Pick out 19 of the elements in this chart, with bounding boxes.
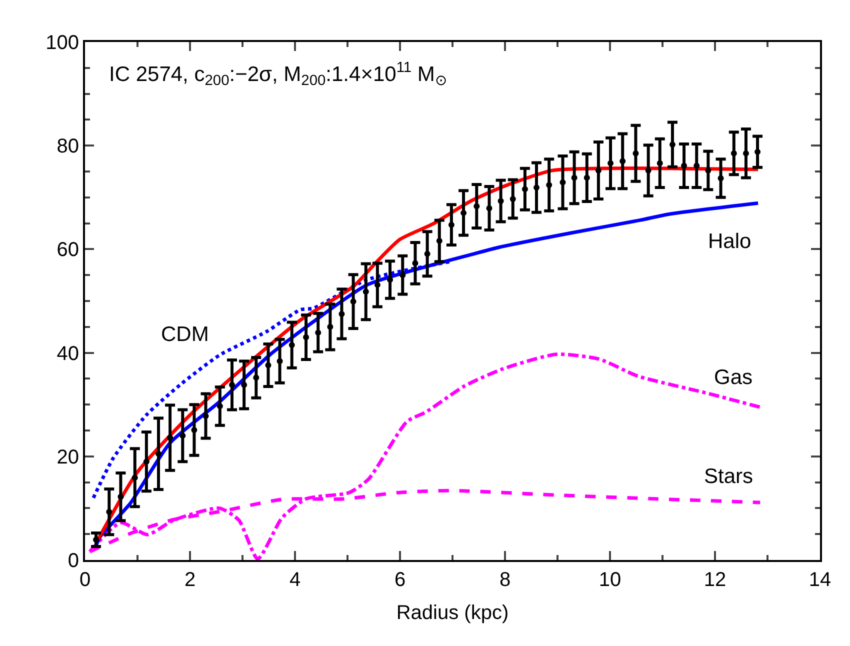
y-tick-label: 100 bbox=[46, 32, 79, 54]
x-tick-label: 2 bbox=[184, 569, 196, 591]
x-axis-title: Radius (kpc) bbox=[396, 602, 509, 624]
x-tick-label: 6 bbox=[394, 569, 406, 591]
x-tick-label: 14 bbox=[808, 569, 832, 591]
series-label: Halo bbox=[708, 230, 752, 253]
y-tick-label: 40 bbox=[56, 342, 79, 365]
x-tick-label: 12 bbox=[704, 569, 726, 591]
x-tick-label: 8 bbox=[499, 569, 511, 591]
annotation: IC 2574, c$_{200}$:−2σ, M$_{200}$:1.4×10$^{11}$ M$_{⊙}$ bbox=[109, 60, 448, 90]
x-tick-label: 10 bbox=[598, 569, 622, 591]
series-label: Stars bbox=[704, 465, 754, 488]
y-tick-label: 0 bbox=[68, 550, 79, 572]
y-tick-label: 20 bbox=[56, 446, 79, 468]
y-tick-label: 60 bbox=[56, 239, 79, 262]
series-label: Gas bbox=[714, 366, 753, 389]
y-tick-label: 80 bbox=[56, 136, 79, 158]
series-label: CDM bbox=[161, 323, 209, 346]
x-tick-label: 4 bbox=[289, 569, 301, 591]
